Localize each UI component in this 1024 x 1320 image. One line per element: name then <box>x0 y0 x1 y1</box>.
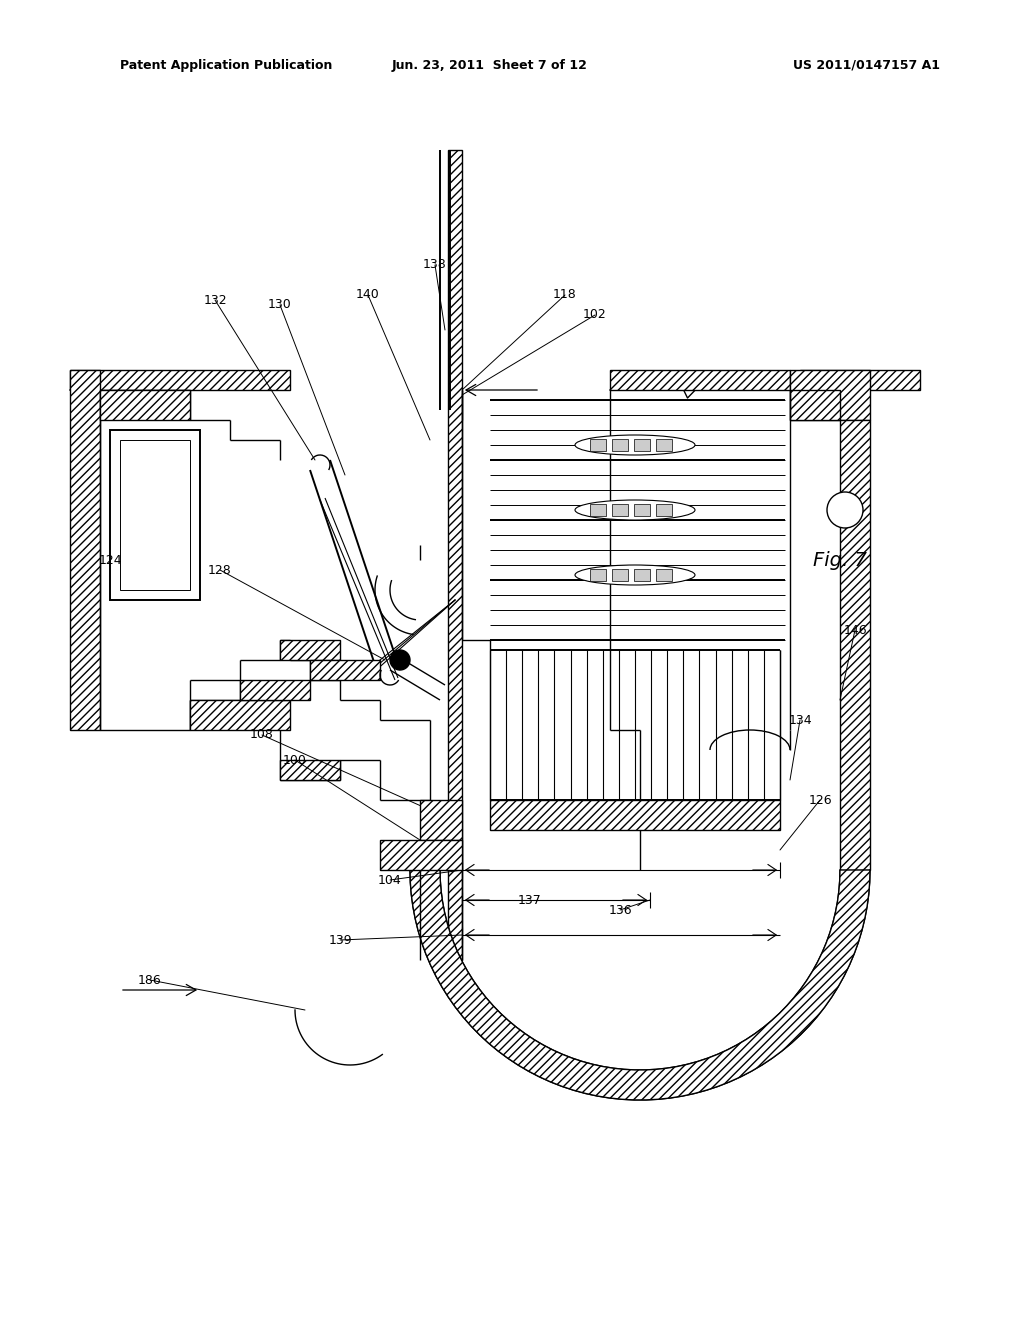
Bar <box>656 569 672 581</box>
Polygon shape <box>840 420 870 870</box>
Text: 104: 104 <box>378 874 401 887</box>
Polygon shape <box>240 680 310 700</box>
Text: 146: 146 <box>843 623 866 636</box>
Text: 140: 140 <box>356 289 380 301</box>
Text: Jun. 23, 2011  Sheet 7 of 12: Jun. 23, 2011 Sheet 7 of 12 <box>392 58 588 71</box>
Text: Fig. 7: Fig. 7 <box>813 550 867 569</box>
Polygon shape <box>120 440 190 590</box>
Text: 132: 132 <box>203 293 226 306</box>
Polygon shape <box>100 389 190 420</box>
Polygon shape <box>190 700 290 730</box>
Polygon shape <box>790 370 870 420</box>
Text: 126: 126 <box>808 793 831 807</box>
Text: 139: 139 <box>328 933 352 946</box>
Polygon shape <box>70 370 100 730</box>
Polygon shape <box>380 840 462 870</box>
Bar <box>612 569 628 581</box>
Text: 137: 137 <box>518 894 542 907</box>
Text: 100: 100 <box>283 754 307 767</box>
Polygon shape <box>70 370 290 389</box>
Text: 136: 136 <box>608 903 632 916</box>
Polygon shape <box>280 760 340 780</box>
Text: 128: 128 <box>208 564 231 577</box>
Text: 134: 134 <box>788 714 812 726</box>
Text: 108: 108 <box>250 729 274 742</box>
Bar <box>634 569 650 581</box>
Polygon shape <box>610 370 790 389</box>
Text: 138: 138 <box>423 259 446 272</box>
Text: Patent Application Publication: Patent Application Publication <box>120 58 333 71</box>
Circle shape <box>827 492 863 528</box>
Bar <box>590 569 606 581</box>
Text: 102: 102 <box>583 309 607 322</box>
Bar <box>612 440 628 451</box>
Polygon shape <box>800 370 920 389</box>
Polygon shape <box>490 800 780 830</box>
Polygon shape <box>790 389 840 420</box>
Bar <box>634 504 650 516</box>
Bar <box>590 504 606 516</box>
Bar <box>656 440 672 451</box>
Text: 118: 118 <box>553 289 577 301</box>
Bar <box>656 504 672 516</box>
Bar <box>634 440 650 451</box>
Polygon shape <box>280 640 340 660</box>
Polygon shape <box>310 660 380 680</box>
Text: US 2011/0147157 A1: US 2011/0147157 A1 <box>793 58 940 71</box>
Bar <box>612 504 628 516</box>
Text: 124: 124 <box>98 553 122 566</box>
Ellipse shape <box>575 436 695 455</box>
Text: 186: 186 <box>138 974 162 986</box>
Ellipse shape <box>575 565 695 585</box>
Circle shape <box>390 649 410 671</box>
Ellipse shape <box>575 500 695 520</box>
PathPatch shape <box>410 870 870 1100</box>
Polygon shape <box>449 150 462 960</box>
Polygon shape <box>110 430 200 601</box>
Bar <box>590 440 606 451</box>
Text: 130: 130 <box>268 298 292 312</box>
Polygon shape <box>420 800 462 840</box>
